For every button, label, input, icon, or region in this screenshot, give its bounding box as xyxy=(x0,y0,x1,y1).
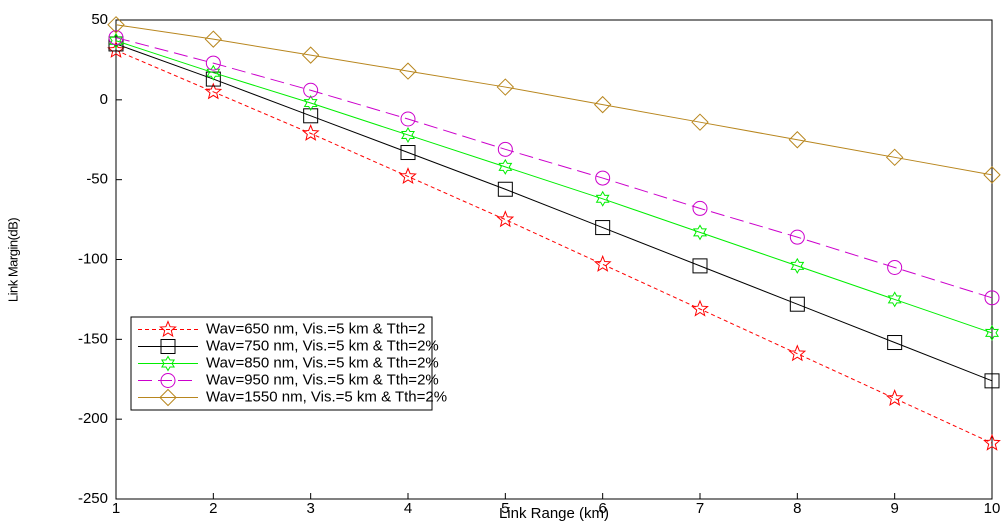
x-tick-label: 4 xyxy=(404,500,412,517)
legend-marker xyxy=(161,355,175,372)
marker xyxy=(593,254,612,272)
marker xyxy=(983,166,1001,184)
marker xyxy=(301,124,320,141)
y-tick-label: 50 xyxy=(91,11,108,28)
marker xyxy=(108,30,124,46)
marker xyxy=(885,389,904,407)
marker xyxy=(497,141,513,157)
marker xyxy=(595,170,611,186)
marker xyxy=(497,181,513,197)
series-line xyxy=(115,43,993,382)
marker xyxy=(984,290,1000,306)
legend-label: Wav=950 nm, Vis.=5 km & Tth=2% xyxy=(206,371,439,388)
series-line xyxy=(115,49,993,444)
series-line xyxy=(115,37,993,299)
marker xyxy=(301,46,320,64)
x-tick-label: 3 xyxy=(306,500,314,517)
legend-label: Wav=650 nm, Vis.=5 km & Tth=2 xyxy=(206,320,425,337)
marker xyxy=(692,258,708,274)
y-tick-label: 0 xyxy=(100,91,108,108)
marker xyxy=(887,291,902,308)
legend-marker xyxy=(159,320,177,338)
marker xyxy=(985,324,999,341)
marker xyxy=(109,32,123,49)
marker xyxy=(693,224,707,241)
marker xyxy=(303,82,319,98)
marker xyxy=(107,16,125,34)
marker xyxy=(496,78,515,96)
marker xyxy=(498,158,513,175)
marker xyxy=(984,373,1000,389)
marker xyxy=(691,113,709,131)
marker xyxy=(691,299,709,317)
x-tick-label: 8 xyxy=(793,500,801,517)
marker xyxy=(303,94,318,112)
legend-label: Wav=850 nm, Vis.=5 km & Tth=2% xyxy=(206,354,439,371)
marker xyxy=(692,200,708,216)
marker xyxy=(885,148,904,167)
marker xyxy=(887,335,903,351)
marker xyxy=(887,259,903,275)
marker xyxy=(303,108,319,124)
x-tick-label: 5 xyxy=(501,500,509,517)
series-line xyxy=(115,40,993,334)
y-tick-label: -150 xyxy=(78,330,108,347)
marker xyxy=(400,145,416,161)
marker xyxy=(496,210,515,228)
legend-label: Wav=1550 nm, Vis.=5 km & Tth=2% xyxy=(206,388,447,405)
marker xyxy=(204,82,223,100)
x-tick-label: 2 xyxy=(209,500,217,517)
marker xyxy=(595,190,610,207)
x-axis-label: Link Range (km) xyxy=(499,505,609,522)
y-tick-label: -100 xyxy=(78,250,108,267)
marker xyxy=(593,95,612,114)
marker xyxy=(205,55,221,71)
marker xyxy=(789,229,805,245)
x-tick-label: 7 xyxy=(696,500,704,517)
y-tick-label: -50 xyxy=(86,171,108,188)
y-tick-label: -250 xyxy=(78,490,108,507)
marker xyxy=(595,220,611,236)
marker xyxy=(788,344,807,362)
marker xyxy=(399,62,417,80)
marker xyxy=(983,433,1001,451)
marker xyxy=(401,126,415,144)
marker xyxy=(206,64,221,81)
marker xyxy=(108,36,124,52)
marker xyxy=(789,296,805,312)
marker xyxy=(204,30,223,48)
marker xyxy=(107,40,125,58)
x-tick-label: 9 xyxy=(890,500,898,517)
y-axis-label: Link Margin(dB) xyxy=(5,218,20,302)
marker xyxy=(205,71,221,87)
marker xyxy=(400,111,416,127)
plot-area xyxy=(115,19,993,500)
x-tick-label: 1 xyxy=(112,500,120,517)
marker xyxy=(790,257,805,274)
series-line xyxy=(115,24,993,176)
legend-marker xyxy=(159,388,177,407)
legend-marker xyxy=(160,373,176,388)
x-tick-label: 10 xyxy=(984,500,1001,517)
legend-marker xyxy=(160,339,176,354)
marker xyxy=(399,167,417,184)
marker xyxy=(788,131,807,149)
y-tick-label: -200 xyxy=(78,410,108,427)
x-tick-label: 6 xyxy=(598,500,606,517)
legend-label: Wav=750 nm, Vis.=5 km & Tth=2% xyxy=(206,337,439,354)
